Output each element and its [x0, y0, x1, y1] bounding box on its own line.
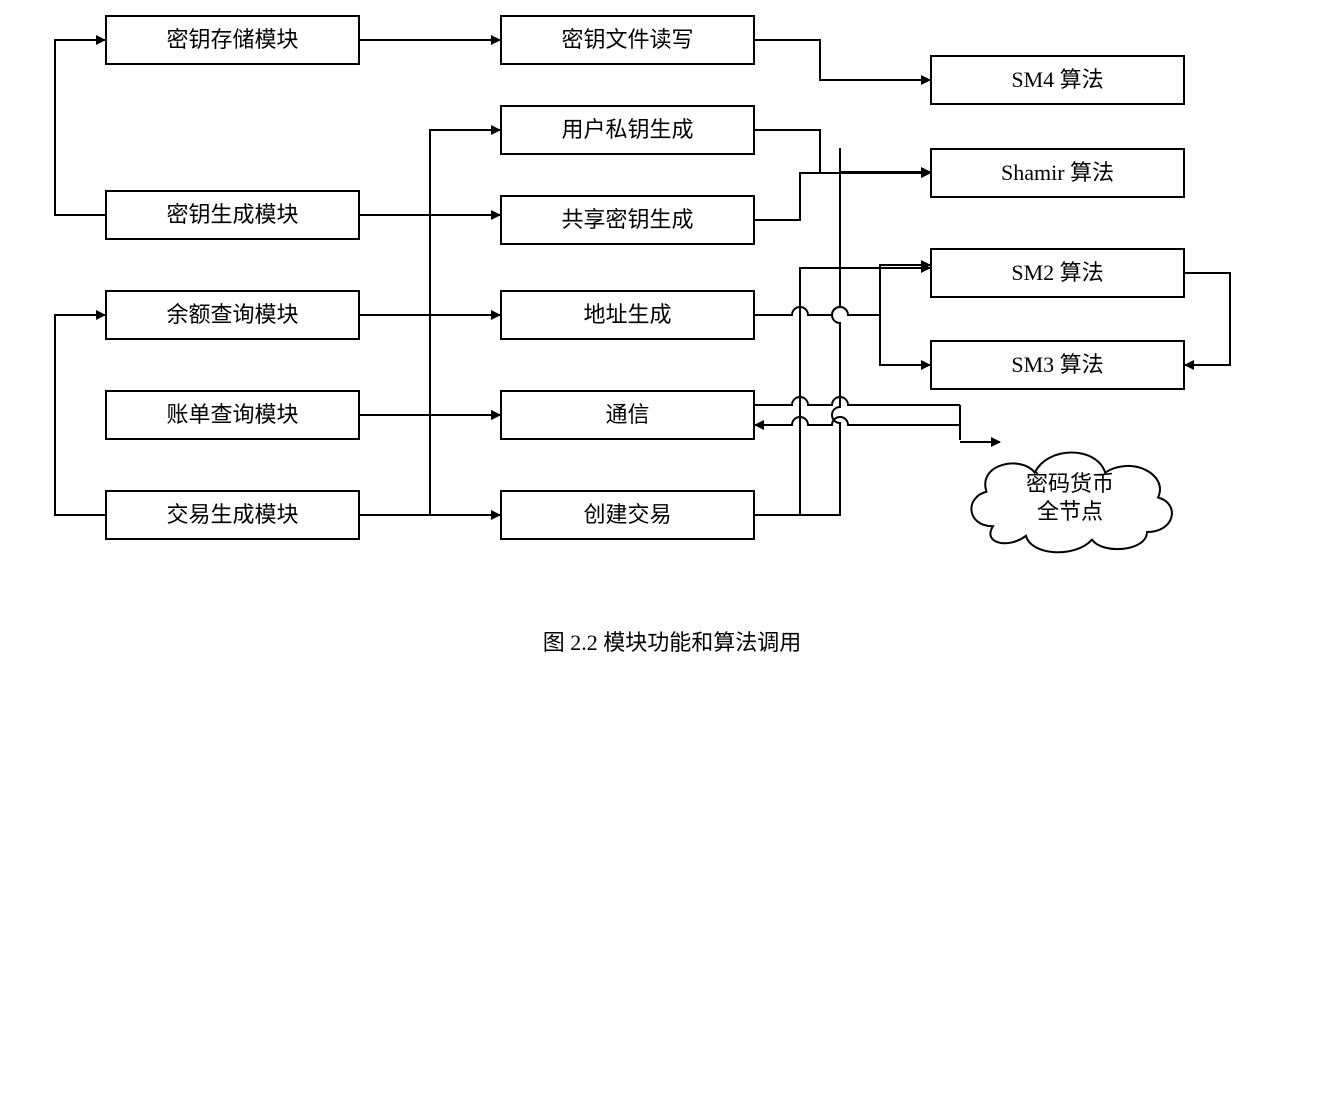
edge-12 [755, 173, 930, 220]
node-m_privgen: 用户私钥生成 [500, 105, 755, 155]
edge-14 [880, 287, 930, 365]
node-n_bill: 账单查询模块 [105, 390, 360, 440]
node-a_sm3: SM3 算法 [930, 340, 1185, 390]
edge-13 [755, 265, 930, 315]
edge-5 [55, 315, 105, 515]
node-a_shamir: Shamir 算法 [930, 148, 1185, 198]
edge-10 [755, 40, 930, 80]
node-m_filerw: 密钥文件读写 [500, 15, 755, 65]
edge-15 [1185, 273, 1230, 365]
diagram-root: 密钥存储模块密钥生成模块余额查询模块账单查询模块交易生成模块 密钥文件读写用户私钥… [0, 0, 1344, 661]
edge-19 [755, 397, 960, 405]
node-m_addr: 地址生成 [500, 290, 755, 340]
node-cloud: 密码货币 全节点 [960, 440, 1180, 555]
figure-caption: 图 2.2 模块功能和算法调用 [0, 625, 1344, 657]
node-m_shared: 共享密钥生成 [500, 195, 755, 245]
edge-0 [55, 40, 105, 215]
edge-8 [360, 415, 500, 515]
node-n_store: 密钥存储模块 [105, 15, 360, 65]
node-n_balance: 余额查询模块 [105, 290, 360, 340]
edge-17 [755, 148, 840, 515]
edge-20 [755, 417, 960, 425]
node-a_sm2: SM2 算法 [930, 248, 1185, 298]
edge-11 [755, 130, 930, 173]
edge-2 [360, 130, 500, 215]
edge-6 [360, 315, 500, 415]
node-n_txgen: 交易生成模块 [105, 490, 360, 540]
node-n_keygen: 密钥生成模块 [105, 190, 360, 240]
edge-16 [755, 268, 930, 515]
edge-4 [360, 215, 500, 315]
node-a_sm4: SM4 算法 [930, 55, 1185, 105]
node-m_comm: 通信 [500, 390, 755, 440]
node-m_mktx: 创建交易 [500, 490, 755, 540]
